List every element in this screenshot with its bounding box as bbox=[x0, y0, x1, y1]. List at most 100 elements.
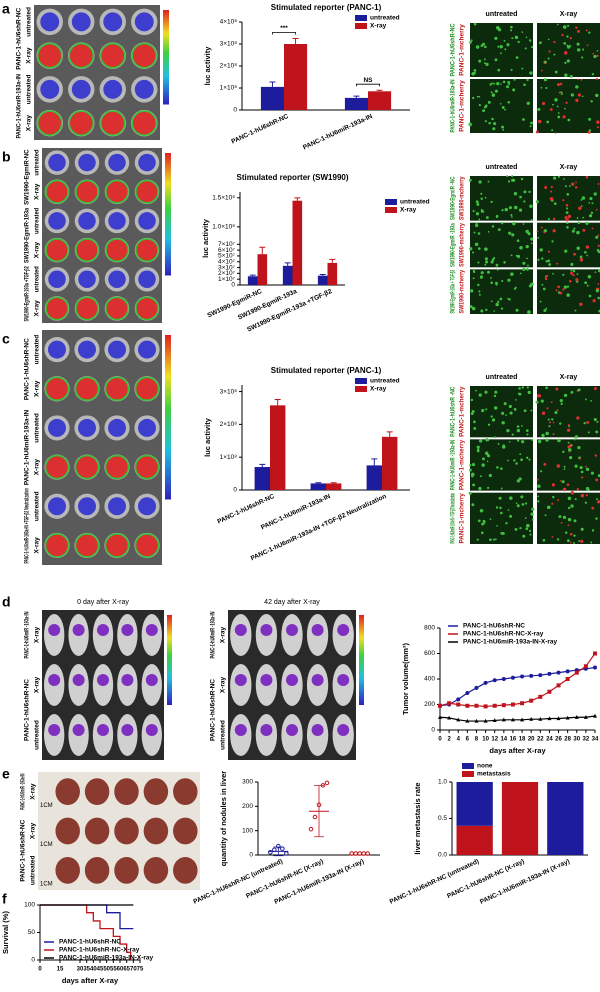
cell-dot bbox=[594, 271, 597, 273]
cell-dot bbox=[500, 511, 503, 515]
signal-edge bbox=[104, 376, 130, 401]
cell-dot bbox=[480, 208, 483, 211]
x-tick-label: 12 bbox=[491, 737, 498, 743]
cell-dot bbox=[571, 182, 575, 186]
y-tick-label: 300 bbox=[242, 779, 253, 786]
cell-dot bbox=[494, 89, 499, 93]
chart-title: Stimulated reporter (SW1990) bbox=[236, 173, 348, 182]
cell-dot bbox=[493, 82, 496, 85]
cell-dot bbox=[552, 103, 554, 106]
cell-dot bbox=[566, 293, 570, 297]
x-tick-label: 30 bbox=[573, 737, 580, 743]
cell-dot bbox=[547, 250, 550, 253]
cell-dot bbox=[580, 199, 583, 201]
cell-dot bbox=[576, 230, 580, 235]
cell-dot bbox=[519, 453, 522, 456]
cell-dot bbox=[595, 77, 598, 81]
cell-dot bbox=[587, 431, 590, 434]
bar-segment bbox=[501, 782, 539, 855]
cell-dot bbox=[536, 394, 540, 398]
cell-dot bbox=[497, 28, 502, 32]
cell-dot bbox=[490, 200, 493, 204]
cell-dot bbox=[595, 430, 599, 434]
y-tick-label: 0.0 bbox=[438, 852, 447, 859]
bioluminescence bbox=[121, 724, 134, 736]
cell-dot bbox=[580, 539, 584, 544]
liver bbox=[173, 778, 198, 806]
cell-dot bbox=[493, 406, 498, 410]
cell-dot bbox=[514, 286, 517, 289]
cell-dot bbox=[576, 487, 579, 491]
cell-dot bbox=[489, 83, 492, 86]
cell-dot bbox=[569, 532, 573, 536]
cell-dot bbox=[508, 231, 512, 235]
legend-label: PANC-1-hU6miR-193a-IN-X-ray bbox=[463, 639, 558, 646]
cell-dot bbox=[528, 529, 532, 532]
cell-dot bbox=[547, 418, 550, 421]
cell-dot bbox=[479, 475, 482, 478]
y-axis-label: luc activity bbox=[203, 46, 212, 86]
signal-edge bbox=[105, 238, 129, 262]
cell-dot bbox=[568, 450, 570, 453]
cell-dot bbox=[529, 204, 533, 208]
cell-dot bbox=[592, 299, 596, 303]
cell-dot bbox=[563, 178, 565, 180]
cell-dot bbox=[569, 541, 572, 544]
signal bbox=[132, 111, 157, 136]
marker bbox=[556, 670, 561, 675]
cell-dot bbox=[483, 58, 486, 61]
cell-dot bbox=[590, 399, 592, 402]
bioluminescence bbox=[311, 724, 324, 736]
signal bbox=[48, 270, 66, 288]
marker bbox=[456, 702, 461, 707]
cell-dot bbox=[548, 425, 551, 428]
cell-dot bbox=[468, 178, 472, 182]
signal bbox=[75, 534, 99, 557]
panel-letter: a bbox=[2, 1, 10, 17]
cell-dot bbox=[554, 410, 558, 414]
signal bbox=[75, 377, 99, 401]
cell-dot bbox=[555, 289, 558, 292]
y-tick-label: 200 bbox=[242, 803, 253, 810]
error-bar bbox=[329, 258, 336, 263]
cell-dot bbox=[537, 495, 540, 498]
cell-dot bbox=[525, 229, 529, 234]
liver bbox=[143, 778, 169, 806]
row-label: untreated bbox=[34, 413, 41, 443]
group-label: SW1990-EgmiR-NC bbox=[24, 149, 31, 205]
bar bbox=[368, 91, 392, 110]
cell-dot bbox=[530, 237, 534, 241]
cell-dot bbox=[563, 393, 568, 398]
x-tick-label: 26 bbox=[555, 737, 562, 743]
chart-title: Stimulated reporter (PANC-1) bbox=[271, 366, 382, 375]
cell-dot bbox=[496, 81, 500, 86]
cell-dot bbox=[511, 433, 514, 436]
signal bbox=[45, 455, 69, 479]
cell-dot bbox=[537, 484, 541, 488]
marker bbox=[474, 703, 479, 708]
cell-dot bbox=[562, 487, 567, 492]
cell-dot bbox=[516, 428, 521, 433]
bioluminescence bbox=[234, 724, 247, 736]
cell-dot bbox=[510, 254, 513, 257]
column-label: untreated bbox=[486, 11, 518, 18]
signal bbox=[134, 79, 154, 99]
marker bbox=[492, 703, 497, 708]
cell-dot bbox=[474, 242, 479, 247]
cell-dot bbox=[494, 36, 498, 40]
cell-dot bbox=[478, 393, 482, 397]
signal bbox=[75, 239, 99, 262]
y-tick-label: 2×10⁸ bbox=[220, 421, 238, 428]
cell-dot bbox=[596, 49, 599, 52]
group-label: SW1990-EgmiR-193a + TGF-β2 bbox=[450, 270, 457, 314]
group-label: PANC-1-hU6shR-NC bbox=[210, 679, 217, 741]
signal bbox=[78, 212, 96, 230]
row-label: X-ray bbox=[220, 626, 227, 643]
y-axis-label: Survival (%) bbox=[1, 911, 10, 954]
cell-dot bbox=[531, 518, 534, 521]
cell-dot bbox=[588, 129, 592, 132]
cell-dot bbox=[569, 456, 573, 460]
panel-letter: c bbox=[2, 331, 10, 347]
cell-dot bbox=[477, 283, 480, 287]
